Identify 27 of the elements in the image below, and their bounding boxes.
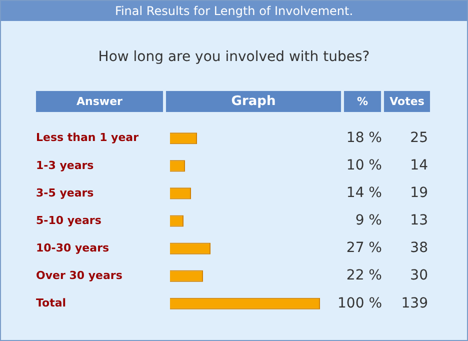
text: 25 — [410, 130, 428, 146]
y-tick-label: Total — [36, 296, 66, 310]
chart-title: Final Results for Length of Involvement. — [1, 1, 467, 21]
data-label: 14 % — [346, 185, 382, 202]
data-label: 18 % — [346, 130, 382, 146]
text: 19 — [410, 185, 428, 202]
data-label: 100 % — [338, 295, 382, 312]
data-label: 22 % — [346, 268, 382, 284]
text: 38 — [410, 240, 428, 256]
text: 13 — [410, 212, 428, 229]
text: Answer — [36, 91, 163, 112]
y-tick-label: 10-30 years — [36, 241, 110, 254]
chart-subtitle: How long are you involved with tubes? — [97, 49, 371, 65]
y-tick-label: 3-5 years — [36, 186, 94, 200]
text: 139 — [401, 295, 428, 312]
y-tick-label: Less than 1 year — [36, 131, 140, 144]
text: 14 — [410, 158, 428, 174]
text: % — [344, 91, 381, 112]
y-tick-label: 5-10 years — [36, 214, 102, 227]
data-label: 9 % — [355, 212, 382, 229]
y-tick-label: Over 30 years — [36, 268, 123, 282]
text: 30 — [410, 268, 428, 284]
data-label: 27 % — [346, 240, 382, 256]
y-tick-label: 1-3 years — [36, 158, 94, 172]
text: Votes — [384, 91, 430, 112]
text: Graph — [166, 91, 341, 112]
data-label: 10 % — [346, 158, 382, 174]
